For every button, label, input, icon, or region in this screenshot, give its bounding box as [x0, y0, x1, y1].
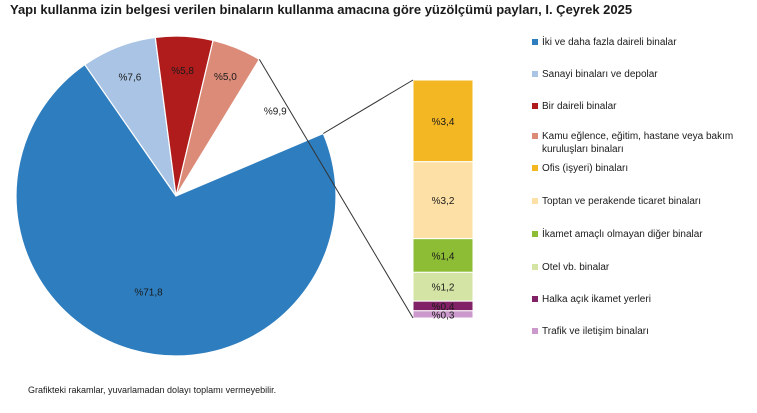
legend-item: Bir daireli binalar [532, 100, 747, 113]
footnote: Grafikteki rakamlar, yuvarlamadan dolayı… [28, 385, 277, 395]
legend-swatch [532, 133, 538, 139]
legend-label: Kamu eğlence, eğitim, hastane veya bakım… [542, 131, 734, 155]
pie-label-2: %5,8 [171, 66, 194, 77]
legend-item: Sanayi binaları ve depolar [532, 68, 747, 81]
legend-label: Bir daireli binalar [542, 101, 617, 112]
legend-label: Otel vb. binalar [542, 262, 610, 273]
pie-label-4: %9,9 [264, 106, 287, 117]
legend-item: İkamet amaçlı olmayan diğer binalar [532, 228, 747, 241]
bar-segment-5 [412, 310, 474, 319]
pie-slice-3 [175, 39, 261, 197]
bar-segment-1 [412, 161, 474, 240]
legend-label: Trafik ve iletişim binaları [542, 326, 649, 337]
legend-swatch [532, 71, 538, 77]
legend-item: Otel vb. binalar [532, 261, 747, 274]
legend-swatch [532, 328, 538, 334]
legend-swatch [532, 231, 538, 237]
legend-item: İki ve daha fazla daireli binalar [532, 36, 747, 49]
pie-label-1: %7,6 [119, 73, 142, 84]
legend-label: Toptan ve perakende ticaret binaları [542, 196, 701, 207]
legend-label: İki ve daha fazla daireli binalar [542, 37, 677, 48]
legend-swatch [532, 165, 538, 171]
bar-segment-2 [412, 238, 474, 273]
bar-label-5: %0,3 [432, 310, 455, 321]
pie-label-3: %5,0 [214, 72, 237, 83]
legend-swatch [532, 296, 538, 302]
chart-title: Yapı kullanma izin belgesi verilen binal… [10, 2, 633, 17]
bar-label-4: %0,4 [432, 302, 455, 313]
bar-label-3: %1,2 [432, 283, 455, 294]
pie-label-0: %71,8 [134, 287, 163, 298]
connector-line-bottom [258, 59, 414, 319]
legend-label: Ofis (işyeri) binaları [542, 163, 629, 174]
legend-label: İkamet amaçlı olmayan diğer binalar [542, 229, 703, 240]
connector-line-top [323, 79, 414, 134]
legend-label: Sanayi binaları ve depolar [542, 69, 658, 80]
bar-label-2: %1,4 [432, 252, 455, 263]
bar-segment-0 [412, 79, 474, 163]
legend-item: Kamu eğlence, eğitim, hastane veya bakım… [532, 130, 747, 156]
legend-item: Ofis (işyeri) binaları [532, 162, 747, 175]
legend-item: Halka açık ikamet yerleri [532, 293, 747, 306]
legend-swatch [532, 198, 538, 204]
legend-label: Halka açık ikamet yerleri [542, 294, 651, 305]
bar-label-1: %3,2 [432, 196, 455, 207]
legend-item: Trafik ve iletişim binaları [532, 325, 747, 338]
pie-slice-0 [15, 63, 337, 357]
bar-segment-3 [412, 271, 474, 302]
legend-item: Toptan ve perakende ticaret binaları [532, 195, 747, 208]
pie-of-bar-chart: %71,8 %7,6 %5,8 %5,0 %9,9 %3,4 %3,2 %1,4 %1,2 %0,… [15, 35, 474, 357]
legend-swatch [532, 103, 538, 109]
legend-swatch [532, 264, 538, 270]
bar-label-0: %3,4 [432, 117, 455, 128]
legend-swatch [532, 39, 538, 45]
